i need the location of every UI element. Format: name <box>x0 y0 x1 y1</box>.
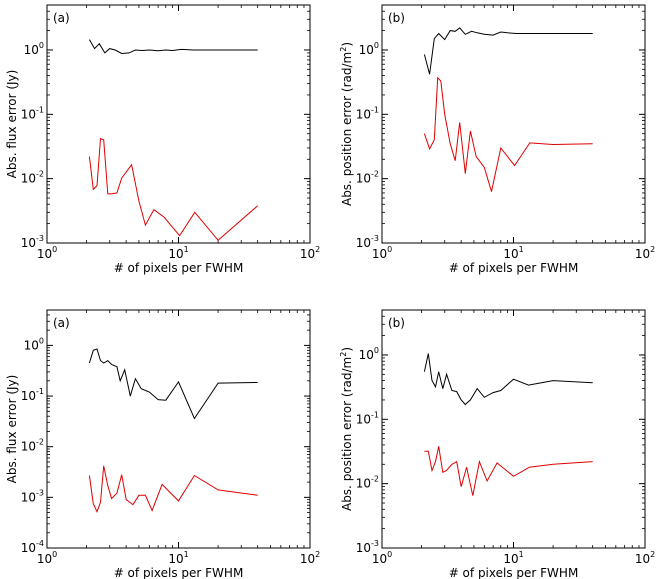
y-tick-label: 10-3 <box>21 488 44 504</box>
x-tick-label: 100 <box>372 245 392 261</box>
y-axis-label: Abs. flux error (Jy) <box>5 70 19 179</box>
y-axis-label: Abs. position error (rad/m2) <box>339 347 354 511</box>
y-tick-label: 10-1 <box>356 410 379 426</box>
chart-panel-3: 100 101 102 10-4 10-3 10-2 10-1 100 (a) # of pixe… <box>5 309 320 579</box>
x-tick-label: 102 <box>635 245 655 261</box>
y-tick-label: 10-1 <box>21 105 44 121</box>
y-tick-label: 10-1 <box>21 387 44 403</box>
panel-label: (a) <box>53 316 70 330</box>
series-line-1 <box>423 353 593 406</box>
series-line-1 <box>423 27 593 75</box>
y-tick-label: 100 <box>359 41 379 57</box>
y-axis-label: Abs. flux error (Jy) <box>5 375 19 484</box>
y-tick-label: 10-1 <box>356 105 379 121</box>
y-tick-label: 100 <box>24 336 44 352</box>
y-tick-label: 10-2 <box>356 475 379 491</box>
y-tick-label: 10-2 <box>21 438 44 454</box>
x-tick-label: 100 <box>37 550 57 566</box>
plot-frame <box>46 309 311 549</box>
panel-label: (b) <box>388 11 405 25</box>
x-tick-label: 100 <box>372 550 392 566</box>
series-line-1 <box>88 39 258 55</box>
y-tick-label: 10-4 <box>21 539 44 555</box>
y-tick-label: 10-3 <box>356 539 379 555</box>
chart-panel-2: 100 101 102 10-3 10-2 10-1 100 (b) # of pixels p… <box>339 4 655 275</box>
x-tick-label: 101 <box>168 550 188 566</box>
x-axis-label: # of pixels per FWHM <box>449 261 579 275</box>
y-tick-label: 10-2 <box>21 170 44 186</box>
x-tick-label: 102 <box>635 550 655 566</box>
chart-panel-1: 100 101 102 10-3 10-2 10-1 100 (a) # of pixels p… <box>5 4 320 275</box>
x-tick-label: 101 <box>168 245 188 261</box>
y-tick-label: 10-3 <box>21 234 44 250</box>
x-axis-label: # of pixels per FWHM <box>449 566 579 579</box>
y-tick-label: 10-3 <box>356 234 379 250</box>
chart-panel-4: 100 101 102 10-3 10-2 10-1 100 (b) # of pixels p… <box>339 309 655 579</box>
series-line-2 <box>423 76 593 192</box>
y-tick-label: 100 <box>24 41 44 57</box>
y-tick-label: 10-2 <box>356 170 379 186</box>
x-tick-label: 102 <box>300 550 320 566</box>
y-axis-label: Abs. position error (rad/m2) <box>339 42 354 206</box>
series-line-2 <box>88 137 259 242</box>
panel-label: (a) <box>53 11 70 25</box>
series-line-2 <box>424 446 593 496</box>
plot-frame <box>381 4 646 244</box>
plot-frame <box>46 4 311 244</box>
x-tick-label: 101 <box>503 245 523 261</box>
series-line-2 <box>88 465 258 513</box>
x-axis-label: # of pixels per FWHM <box>114 261 244 275</box>
x-tick-label: 101 <box>503 550 523 566</box>
x-tick-label: 100 <box>37 245 57 261</box>
x-tick-label: 102 <box>300 245 320 261</box>
series-line-1 <box>88 348 258 420</box>
y-tick-label: 100 <box>359 346 379 362</box>
plot-frame <box>381 309 646 549</box>
x-axis-label: # of pixels per FWHM <box>114 566 244 579</box>
panel-label: (b) <box>388 316 405 330</box>
